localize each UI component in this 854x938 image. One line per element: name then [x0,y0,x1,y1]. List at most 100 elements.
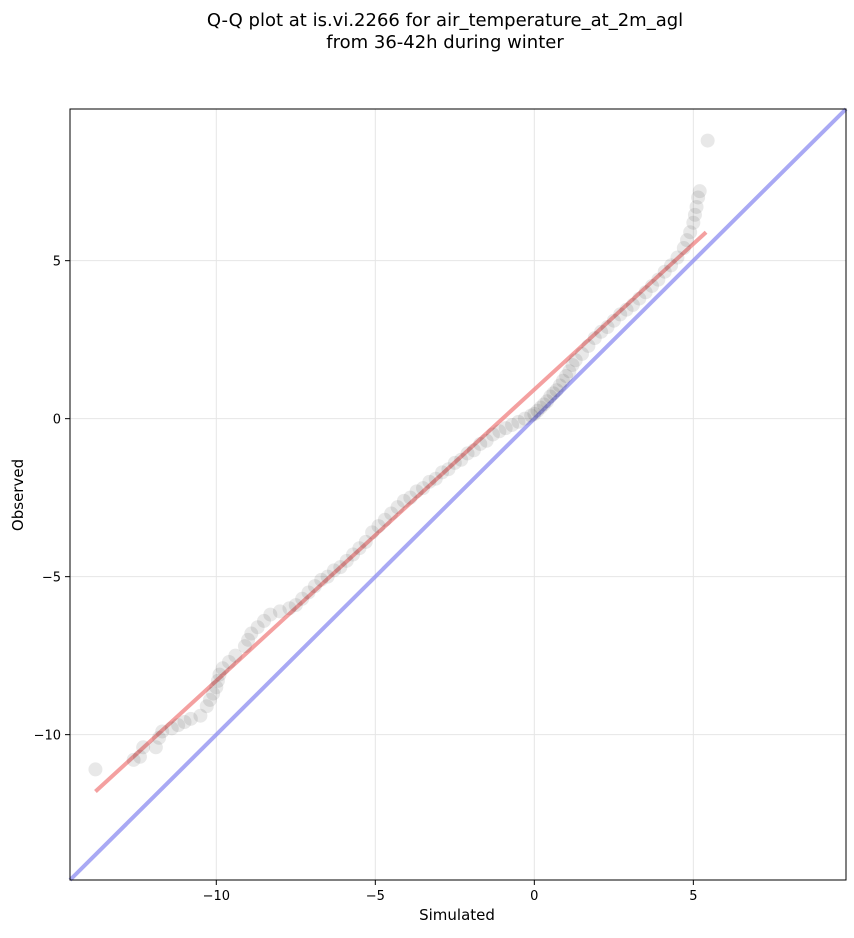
quantile-point [533,400,548,415]
quantile-point [263,607,278,622]
quantile-point [241,632,256,647]
quantile-point [377,512,392,527]
y-tick-label: −5 [42,571,61,586]
quantile-point [568,353,583,368]
quantile-point [498,421,513,436]
chart-title-line-2: from 36-42h during winter [326,32,564,53]
quantile-point [679,233,694,248]
quantile-point [155,724,170,739]
quantile-point [136,740,151,755]
quantile-point [183,711,198,726]
quantile-point [625,297,640,312]
plot-frame [69,108,847,881]
quantile-point [171,718,186,733]
quantile-point [479,433,494,448]
quantile-point [212,667,227,682]
quantile-point [228,648,243,663]
quantile-point [606,313,621,328]
quantile-point [237,639,252,654]
quantile-point [244,626,259,641]
quantile-point [403,490,418,505]
quantile-point [530,403,545,418]
quantile-point [202,692,217,707]
quantile-point [700,133,715,148]
quantile-point [485,427,500,442]
quantile-point [384,506,399,521]
quantile-point [288,598,303,613]
quantile-point [645,278,659,293]
x-axis-label: Simulated [419,906,495,924]
quantile-point [282,601,297,616]
quantile-point [371,519,386,534]
quantile-point [447,455,462,470]
quantile-point [689,199,704,214]
quantile-point [562,364,577,379]
quantile-point [193,708,208,723]
quantile-point [209,680,224,695]
y-axis-ticks: −10 −5 0 5 [34,255,70,744]
quantile-point [600,320,615,335]
quantile-point [346,547,361,562]
quantile-point [132,749,147,764]
y-axis-label: Observed [9,459,27,531]
quantile-point [676,241,691,256]
quantile-point [657,264,672,279]
quantile-point [517,411,532,426]
quantile-point [250,620,265,635]
quantile-point [222,654,237,669]
quantile-point [632,291,647,306]
quantile-point [301,585,316,600]
quantile-point [549,383,564,398]
quantile-point [390,500,405,515]
quantile-point [435,465,450,480]
quantile-point [320,569,335,584]
quantile-point [126,752,141,767]
quantile-point [555,373,570,388]
x-tick-label: 5 [689,889,697,904]
quantile-point [594,324,609,339]
quantile-point [527,406,542,421]
quantile-point [575,346,590,361]
quantile-point [199,699,214,714]
quantile-point [540,394,555,409]
quantile-point [613,307,628,322]
quantile-point [454,452,469,467]
quantile-point [422,474,437,489]
reference-line-group [68,107,848,882]
x-axis-ticks: −10 −5 0 5 [203,880,697,904]
y-tick-label: 5 [53,255,61,270]
x-tick-label: 0 [530,889,538,904]
quantile-point [536,397,551,412]
quantile-point [164,721,179,736]
quantile-point [511,414,526,429]
quantile-point [691,190,706,205]
quantile-point [333,560,348,575]
quantile-point [365,525,380,540]
quantile-point [619,302,634,317]
quantile-point [295,591,310,606]
quantile-point [148,740,163,755]
quantile-point [152,730,167,745]
quantile-point [466,443,481,458]
quantile-point [473,436,488,451]
chart-title-line-1: Q-Q plot at is.vi.2266 for air_temperatu… [207,10,683,31]
quantile-point [215,661,230,676]
grid-lines [70,109,846,880]
quantile-point [524,408,539,423]
quantile-point [272,604,287,619]
quantile-point [416,481,431,496]
quantile-point [358,534,373,549]
quantile-point [546,386,561,401]
y-tick-label: −10 [34,729,61,744]
reference-line [68,107,848,882]
quantile-point [651,272,666,287]
quantile-point [683,225,698,240]
quantile-point [559,369,574,384]
quantile-point [210,673,225,688]
quantile-point [339,553,354,568]
quantile-point [428,471,443,486]
quantile-point [326,563,341,578]
quantile-point [692,184,707,199]
